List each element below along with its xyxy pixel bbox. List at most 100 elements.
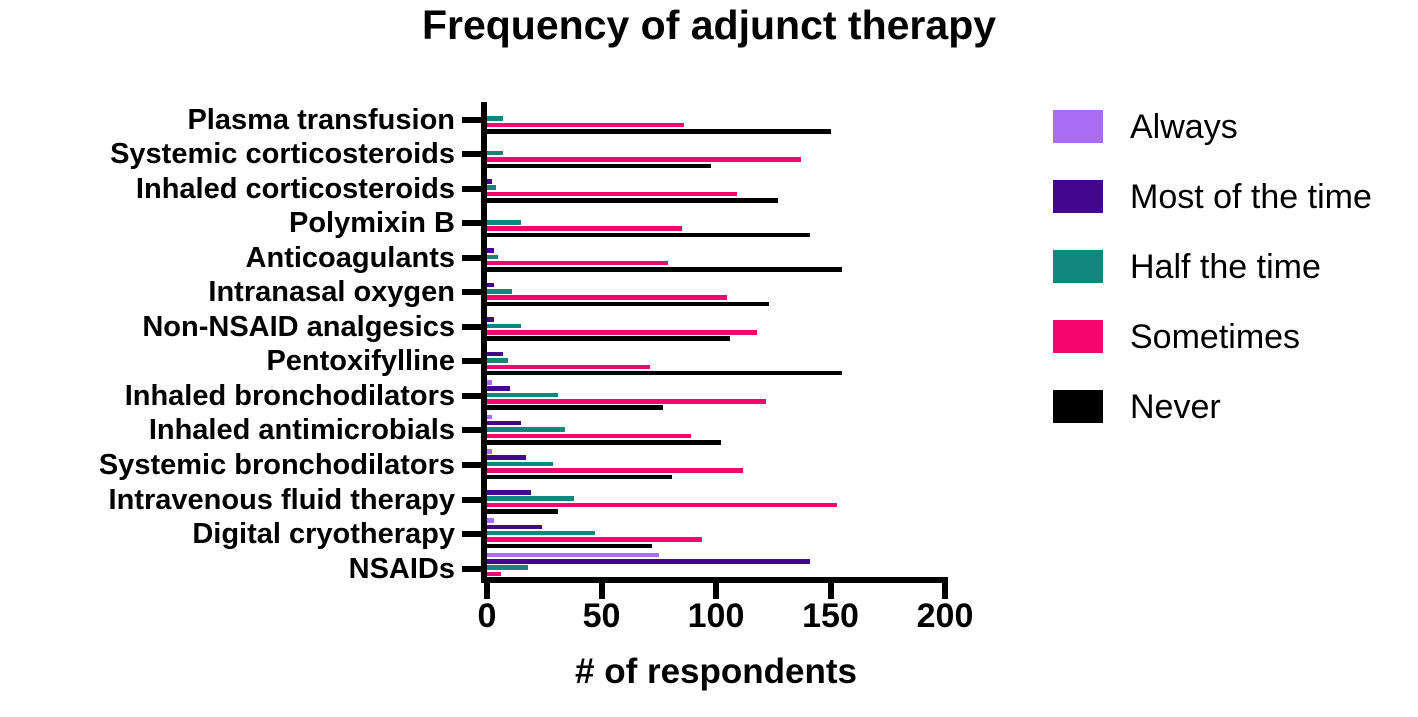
bar-never [487,198,778,203]
x-axis-title: # of respondents [575,652,857,691]
bar-half-the-time [487,254,499,260]
y-tick-mark [462,462,482,468]
bar-half-the-time [487,427,565,432]
y-tick-mark [462,323,482,330]
x-tick-mark [598,583,605,599]
bar-never [487,405,664,410]
bar-sometimes [487,571,501,577]
y-tick-mark [462,185,482,192]
bar-never [487,301,769,307]
bar-most-of-the-time [487,179,492,184]
bar-always [487,518,494,523]
bar-sometimes [487,468,744,473]
bar-sometimes [487,260,668,266]
category-label: Pentoxifylline [266,345,455,378]
legend-label: Half the time [1130,248,1321,286]
category-label: Inhaled bronchodilators [124,379,455,412]
bar-sometimes [487,399,767,404]
x-tick-label: 0 [477,597,497,635]
y-tick-mark [462,116,482,123]
legend-label: Never [1130,388,1221,426]
bar-sometimes [487,191,737,197]
y-tick-mark [462,392,482,399]
bar-sometimes [487,502,838,508]
bar-most-of-the-time [487,386,510,391]
legend-label: Sometimes [1130,318,1301,356]
y-tick-mark [462,220,482,227]
legend-entry: Always [1053,108,1413,146]
legend-entry: Most of the time [1053,178,1413,216]
bar-sometimes [487,329,758,335]
legend-swatch [1053,250,1103,283]
bar-half-the-time [487,150,504,156]
bar-most-of-the-time [487,317,494,322]
y-tick-mark [462,151,482,158]
x-tick-mark [713,583,719,599]
y-tick-mark [462,289,482,296]
bar-sometimes [487,157,801,162]
bar-never [487,578,492,583]
bar-sometimes [487,537,703,542]
legend-swatch [1053,110,1103,143]
bar-never [487,336,730,341]
bar-most-of-the-time [487,420,522,426]
x-axis-line [481,577,948,583]
legend-swatch [1053,320,1103,353]
x-tick-label: 100 [687,597,745,635]
y-tick-mark [462,254,482,261]
bar-most-of-the-time [487,524,542,530]
bar-half-the-time [487,219,522,225]
bar-half-the-time [487,289,513,294]
legend-swatch [1053,180,1103,213]
bar-sometimes [487,226,682,231]
bar-half-the-time [487,185,497,190]
x-tick-label: 150 [802,597,859,635]
category-label: Inhaled corticosteroids [135,172,455,205]
category-label: Non-NSAID analgesics [142,310,455,343]
legend-label: Most of the time [1130,178,1372,216]
bar-never [487,129,831,134]
legend-label: Always [1130,108,1238,146]
category-label: Plasma transfusion [187,103,455,136]
x-tick-mark [827,583,834,599]
bar-never [487,232,810,238]
bar-half-the-time [487,530,595,536]
bar-half-the-time [487,392,558,398]
category-label: Digital cryotherapy [192,518,455,551]
bar-never [487,474,673,480]
bar-always [487,449,492,454]
legend-entry: Never [1053,388,1413,426]
bar-half-the-time [487,116,504,121]
bar-half-the-time [487,323,522,329]
bar-sometimes [487,295,728,300]
bar-most-of-the-time [487,455,526,461]
bar-never [487,267,842,272]
legend-entry: Half the time [1053,248,1413,286]
bar-sometimes [487,364,650,370]
chart-title: Frequency of adjunct therapy [421,2,997,48]
bar-half-the-time [487,461,554,467]
bar-most-of-the-time [487,490,531,495]
x-tick-label: 50 [582,597,621,635]
bar-half-the-time [487,565,529,571]
bar-half-the-time [487,496,575,501]
y-axis-line [481,102,487,583]
category-label: Systemic corticosteroids [110,138,455,171]
category-label: Anticoagulants [245,241,455,274]
y-tick-mark [462,531,482,538]
category-label: Intranasal oxygen [208,276,455,309]
bar-always [487,414,492,420]
x-tick-mark [484,583,490,599]
category-label: Systemic bronchodilators [98,449,455,481]
bar-most-of-the-time [487,351,504,357]
legend-swatch [1053,390,1103,423]
bar-most-of-the-time [487,282,494,288]
x-tick-mark [942,583,948,599]
bar-never [487,163,712,169]
bar-always [487,380,492,385]
bar-never [487,370,842,376]
y-tick-mark [462,358,482,365]
category-label: Inhaled antimicrobials [148,414,455,447]
bar-sometimes [487,433,691,439]
legend-entry: Sometimes [1053,318,1413,356]
